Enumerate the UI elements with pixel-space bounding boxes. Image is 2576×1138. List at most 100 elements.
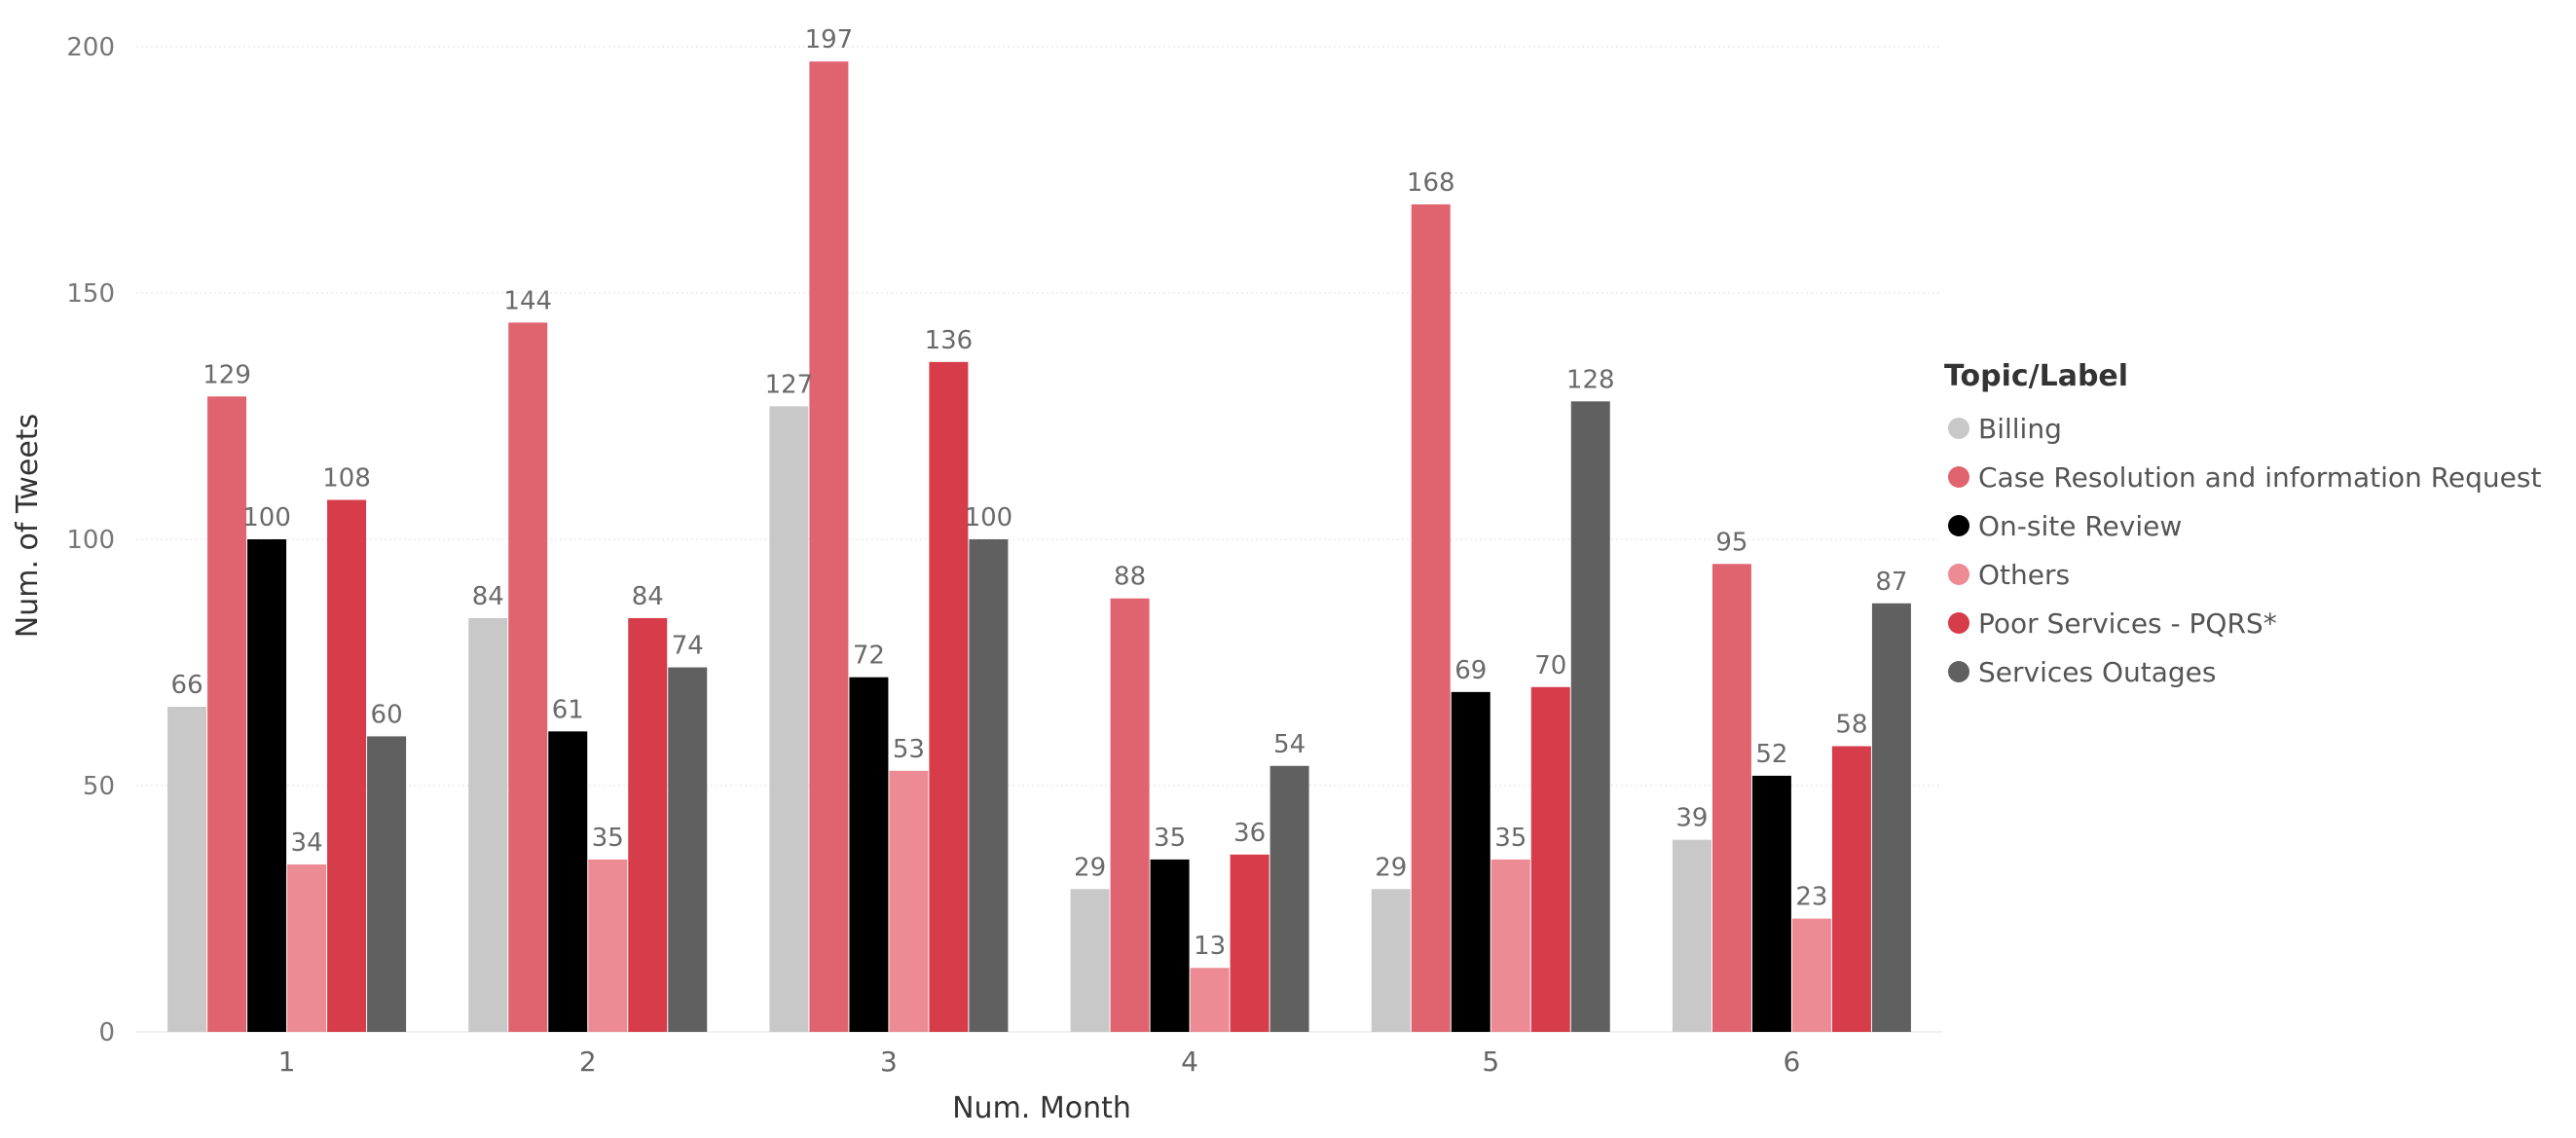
bar (327, 499, 367, 1032)
bar (1451, 691, 1490, 1032)
legend-item-label: Billing (1978, 413, 2062, 445)
legend-marker (1948, 564, 1969, 585)
bar (207, 396, 247, 1032)
data-label: 100 (965, 503, 1013, 532)
x-tick-label: 1 (278, 1046, 296, 1078)
data-label: 35 (1154, 824, 1186, 853)
bar (668, 667, 708, 1032)
data-label: 74 (672, 632, 704, 661)
bar (588, 859, 628, 1032)
bar (1190, 968, 1230, 1032)
bar (247, 539, 287, 1032)
bars (167, 61, 1911, 1033)
legend: Topic/Label Billing Case Resolution and i… (1944, 359, 2541, 688)
legend-item-label: Others (1978, 559, 2070, 591)
legend-marker (1948, 661, 1969, 682)
data-label: 61 (552, 695, 584, 724)
y-tick-label: 200 (66, 33, 115, 62)
legend-title: Topic/Label (1944, 359, 2128, 393)
legend-item-label: Services Outages (1978, 656, 2216, 688)
gridlines (136, 46, 1942, 1033)
data-label: 66 (171, 671, 203, 700)
data-label: 58 (1835, 711, 1867, 740)
data-label: 23 (1795, 883, 1827, 912)
data-label: 35 (1494, 824, 1527, 853)
bar (167, 707, 207, 1032)
data-label: 60 (371, 700, 403, 729)
bar (1791, 918, 1831, 1032)
y-tick-label: 50 (83, 772, 115, 801)
legend-marker (1948, 612, 1969, 634)
bar (849, 677, 889, 1032)
data-label: 35 (592, 824, 624, 853)
bar (1831, 746, 1871, 1032)
y-tick-label: 150 (66, 279, 115, 309)
bar (1530, 686, 1570, 1032)
bar (548, 731, 588, 1032)
bar (809, 61, 849, 1033)
bar (287, 863, 327, 1032)
data-label: 84 (472, 582, 504, 611)
bar (1150, 859, 1190, 1032)
data-label: 168 (1407, 168, 1455, 198)
bar (1751, 775, 1791, 1032)
data-label: 13 (1194, 932, 1226, 961)
data-label: 53 (893, 735, 925, 764)
bar (1871, 603, 1911, 1032)
data-label: 136 (925, 326, 974, 355)
data-label: 39 (1675, 804, 1708, 833)
y-axis-title: Num. of Tweets (11, 414, 45, 638)
bar (628, 617, 668, 1032)
data-label: 54 (1273, 730, 1306, 759)
legend-item-label: Poor Services - PQRS* (1978, 607, 2277, 640)
data-label: 127 (765, 370, 814, 399)
data-labels: 66 129 100 34 108 60 84 144 61 35 84 74 127 197 72 53 13… (171, 25, 1908, 961)
legend-item-label: Case Resolution and information Request (1978, 461, 2541, 494)
legend-marker (1948, 515, 1969, 536)
legend-marker (1948, 466, 1969, 488)
data-label: 197 (805, 25, 854, 55)
data-label: 69 (1454, 656, 1487, 685)
bar (1070, 889, 1110, 1032)
x-axis-title: Num. Month (952, 1091, 1131, 1125)
legend-marker (1948, 418, 1969, 439)
data-label: 95 (1715, 528, 1748, 557)
data-label: 128 (1566, 365, 1615, 394)
data-label: 36 (1233, 819, 1266, 848)
data-label: 129 (202, 360, 251, 389)
bar (769, 406, 809, 1032)
bar (1570, 401, 1610, 1032)
data-label: 87 (1875, 568, 1907, 597)
bar (1672, 839, 1711, 1032)
bar (929, 361, 969, 1033)
x-tick-label: 6 (1784, 1046, 1801, 1078)
data-label: 72 (853, 642, 885, 671)
data-label: 108 (322, 464, 371, 494)
bar (1270, 765, 1309, 1032)
legend-item-label: On-site Review (1978, 510, 2182, 542)
bar (1411, 203, 1451, 1033)
bar (889, 770, 929, 1032)
x-axis-ticks: 1 2 3 4 5 6 (278, 1046, 1801, 1078)
data-label: 100 (242, 503, 291, 532)
bar (468, 617, 508, 1032)
x-tick-label: 4 (1181, 1046, 1198, 1078)
bar (1490, 859, 1530, 1032)
data-label: 84 (632, 582, 664, 611)
x-tick-label: 5 (1482, 1046, 1499, 1078)
bar (969, 539, 1009, 1032)
data-label: 144 (503, 286, 552, 315)
data-label: 34 (291, 828, 323, 858)
x-tick-label: 2 (579, 1046, 597, 1078)
y-tick-label: 100 (66, 526, 115, 555)
bar (367, 736, 407, 1032)
y-tick-label: 0 (98, 1018, 115, 1047)
bar (1110, 598, 1150, 1032)
bar (1230, 854, 1270, 1032)
data-label: 88 (1114, 563, 1146, 592)
data-label: 52 (1755, 740, 1787, 769)
data-label: 70 (1534, 651, 1566, 680)
data-label: 29 (1074, 853, 1106, 882)
bar (508, 322, 548, 1032)
